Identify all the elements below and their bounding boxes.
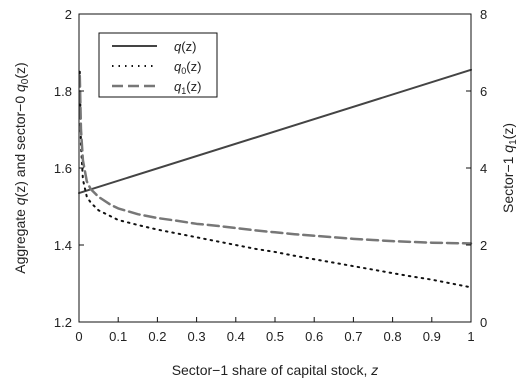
x-tick-label: 0.2	[148, 329, 166, 344]
x-tick-label: 0.4	[227, 329, 245, 344]
x-tick-label: 0.8	[384, 329, 402, 344]
y-left-tick-label: 2	[65, 7, 72, 22]
y-right-axis-title: Sector−1 q1(z)	[500, 123, 519, 213]
y-left-tick-label: 1.6	[54, 161, 72, 176]
y-right-tick-label: 0	[480, 315, 487, 330]
x-tick-label: 0	[75, 329, 82, 344]
y-left-tick-label: 1.4	[54, 238, 72, 253]
x-tick-label: 0.7	[344, 329, 362, 344]
x-tick-label: 1	[467, 329, 474, 344]
x-tick-label: 0.5	[266, 329, 284, 344]
x-tick-label: 0.6	[305, 329, 323, 344]
legend-label-q1: q1(z)	[174, 79, 201, 96]
y-left-tick-label: 1.8	[54, 84, 72, 99]
x-tick-label: 0.1	[109, 329, 127, 344]
y-right-tick-label: 6	[480, 84, 487, 99]
ticks-layer: 0 0.1 0.2 0.3 0.4 0.5 0.6 0.7 0.8 0.9 1 1.2 1.4 1.6 1.…	[54, 7, 487, 344]
y-right-tick-label: 2	[480, 238, 487, 253]
legend: q(z) q0(z) q1(z)	[98, 32, 218, 98]
x-tick-label: 0.9	[423, 329, 441, 344]
y-right-tick-label: 8	[480, 7, 487, 22]
series-line-q0	[78, 70, 472, 289]
legend-label-q: q(z)	[174, 39, 196, 54]
y-left-tick-label: 1.2	[54, 315, 72, 330]
x-axis-title: Sector−1 share of capital stock, z	[172, 362, 379, 378]
y-right-tick-label: 4	[480, 161, 487, 176]
series-layer	[78, 68, 473, 289]
x-tick-label: 0.3	[188, 329, 206, 344]
y-left-axis-title: Aggregate q(z) and sector−0 q0(z)	[12, 62, 31, 273]
legend-label-q0: q0(z)	[174, 59, 201, 76]
series-line-q1	[78, 74, 473, 245]
series-line-q	[78, 68, 472, 195]
